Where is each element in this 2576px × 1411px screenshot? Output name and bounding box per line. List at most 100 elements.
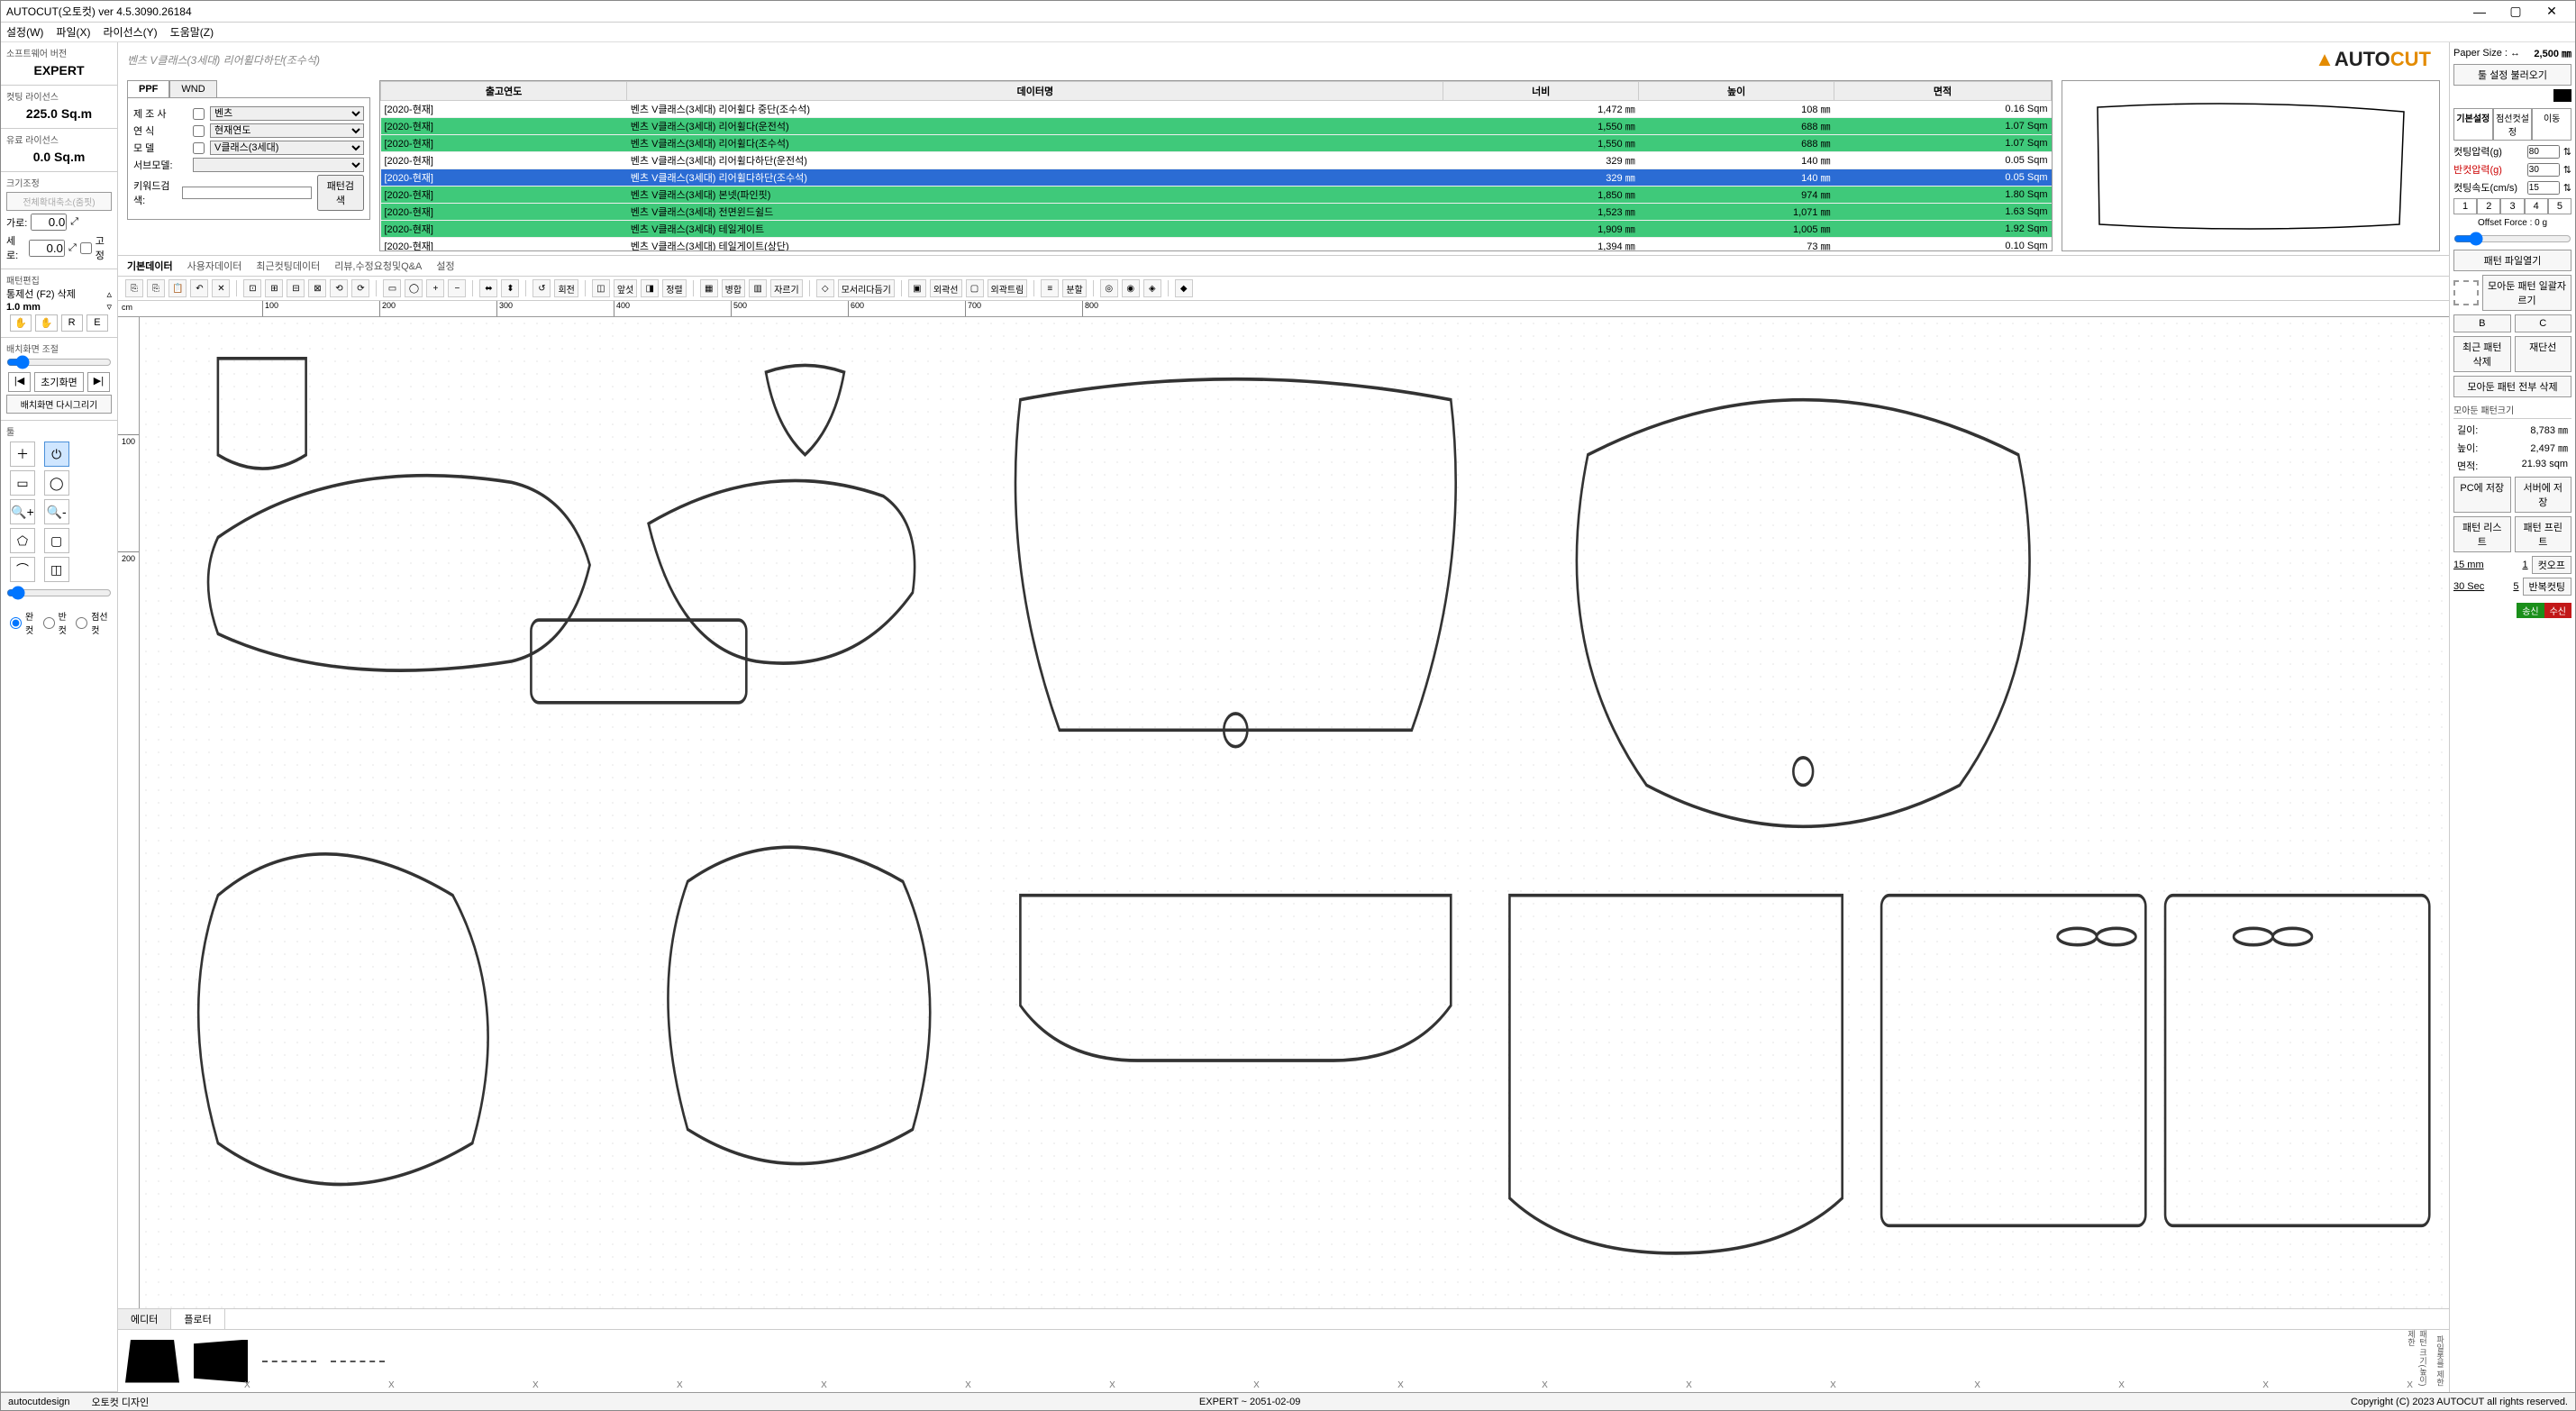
toolbar-button[interactable]: ⊟	[287, 279, 305, 297]
pattern-print-button[interactable]: 패턴 프린트	[2515, 516, 2572, 552]
preset-5[interactable]: 5	[2548, 198, 2571, 214]
btn-b[interactable]: B	[2453, 314, 2511, 332]
subtab[interactable]: 기본데이터	[127, 256, 173, 276]
pattern-list-button[interactable]: 패턴 리스트	[2453, 516, 2511, 552]
toolbar-button[interactable]: ≡	[1041, 279, 1059, 297]
toolbar-button[interactable]: 자르기	[770, 279, 803, 297]
subtab[interactable]: 최근컷팅데이터	[256, 256, 320, 276]
tool-split-icon[interactable]: ◫	[44, 557, 69, 582]
table-row[interactable]: [2020-현재]벤츠 V클래스(3세대) 리어휠다(조수석)1,550 ㎜68…	[381, 135, 2052, 152]
table-row[interactable]: [2020-현재]벤츠 V클래스(3세대) 테일게이트(상단)1,394 ㎜73…	[381, 238, 2052, 252]
force-input[interactable]	[2527, 145, 2560, 159]
layout-slider[interactable]	[6, 355, 112, 369]
toolbar-button[interactable]: −	[448, 279, 466, 297]
toolbar-button[interactable]: 회전	[554, 279, 578, 297]
editor-canvas[interactable]	[140, 317, 2449, 1308]
zoom-fit-button[interactable]: 전체확대축소(줌핏)	[6, 192, 112, 211]
toolbar-button[interactable]: ⟲	[330, 279, 348, 297]
stepper-icon[interactable]: ⇅	[2563, 182, 2571, 194]
tool-cross-icon[interactable]: ＋	[10, 442, 35, 467]
speed-input[interactable]	[2527, 181, 2560, 195]
menu-file[interactable]: 파일(X)	[56, 24, 90, 40]
menu-help[interactable]: 도움말(Z)	[170, 24, 214, 40]
save-server-button[interactable]: 서버에 저장	[2515, 477, 2572, 513]
table-row[interactable]: [2020-현재]벤츠 V클래스(3세대) 리어휠다 중단(조수석)1,472 …	[381, 101, 2052, 118]
table-header[interactable]: 출고연도	[381, 82, 627, 101]
mm15-link[interactable]: 15 mm	[2453, 560, 2484, 570]
toolbar-button[interactable]: ⬍	[501, 279, 519, 297]
toolbar-button[interactable]: ⎘	[147, 279, 165, 297]
tool-arc-icon[interactable]: ⌒	[10, 557, 35, 582]
btn-c[interactable]: C	[2515, 314, 2572, 332]
toolbar-button[interactable]: ▭	[383, 279, 401, 297]
table-row[interactable]: [2020-현재]벤츠 V클래스(3세대) 리어휠다하단(조수석)329 ㎜14…	[381, 169, 2052, 187]
toolbar-button[interactable]: ▥	[749, 279, 767, 297]
toolbar-button[interactable]: ▣	[908, 279, 926, 297]
dashcut-radio[interactable]	[76, 617, 87, 629]
toolbar-button[interactable]: ⊞	[265, 279, 283, 297]
toolbar-button[interactable]: ↶	[190, 279, 208, 297]
toolbar-button[interactable]: ◎	[1100, 279, 1118, 297]
toolbar-button[interactable]: ⬌	[479, 279, 497, 297]
subtab[interactable]: 리뷰,수정요청및Q&A	[334, 256, 422, 276]
halfforce-input[interactable]	[2527, 163, 2560, 177]
toolbar-button[interactable]: ⊡	[243, 279, 261, 297]
tab-editor[interactable]: 에디터	[118, 1309, 171, 1329]
redraw-button[interactable]: 배치화면 다시그리기	[6, 395, 112, 414]
keyword-input[interactable]	[182, 187, 312, 199]
toolbar-button[interactable]: ↺	[532, 279, 551, 297]
model-select[interactable]: V클래스(3세대)	[210, 141, 364, 155]
toolbar-button[interactable]: ◨	[641, 279, 659, 297]
toolbar-button[interactable]: ▢	[966, 279, 984, 297]
up-icon[interactable]: ▵	[106, 288, 112, 300]
toolbar-button[interactable]: 외곽트림	[988, 279, 1028, 297]
submodel-select[interactable]	[193, 158, 364, 172]
one-link[interactable]: 1	[2523, 560, 2528, 570]
year-check[interactable]	[193, 125, 205, 137]
outline-button[interactable]: 재단선	[2515, 336, 2572, 372]
tab-plotter[interactable]: 플로터	[171, 1309, 224, 1329]
page-first-button[interactable]: |◀	[8, 372, 31, 392]
sec30-link[interactable]: 30 Sec	[2453, 581, 2484, 592]
drop-zone[interactable]	[2453, 280, 2479, 305]
tool-power-icon[interactable]: ⏻	[44, 442, 69, 467]
table-header[interactable]: 너비	[1443, 82, 1639, 101]
search-button[interactable]: 패턴검색	[317, 175, 364, 211]
table-header[interactable]: 면적	[1834, 82, 2052, 101]
fix-ratio-checkbox[interactable]	[80, 242, 92, 254]
subtab[interactable]: 사용자데이터	[187, 256, 242, 276]
toolbar-button[interactable]: ◯	[405, 279, 423, 297]
toolbar-button[interactable]: ◇	[816, 279, 834, 297]
tool-roundrect-icon[interactable]: ▢	[44, 528, 69, 553]
table-row[interactable]: [2020-현재]벤츠 V클래스(3세대) 본넷(파인핏)1,850 ㎜974 …	[381, 187, 2052, 204]
hand-b-button[interactable]: ✋	[35, 314, 57, 332]
delete-recent-button[interactable]: 최근 패턴 삭제	[2453, 336, 2511, 372]
toolbar-button[interactable]: ◈	[1143, 279, 1161, 297]
toolbar-button[interactable]: ✕	[212, 279, 230, 297]
data-table[interactable]: 출고연도데이터명너비높이면적 [2020-현재]벤츠 V클래스(3세대) 리어휠…	[379, 80, 2053, 251]
toolbar-button[interactable]: 모서리다듬기	[838, 279, 895, 297]
table-header[interactable]: 데이터명	[627, 82, 1443, 101]
minimize-button[interactable]: —	[2462, 5, 2498, 19]
tool-zoomin-icon[interactable]: 🔍+	[10, 499, 35, 524]
table-header[interactable]: 높이	[1639, 82, 1834, 101]
table-row[interactable]: [2020-현재]벤츠 V클래스(3세대) 리어휠다(운전석)1,550 ㎜68…	[381, 118, 2052, 135]
subtab[interactable]: 설정	[436, 256, 454, 276]
toolbar-button[interactable]: +	[426, 279, 444, 297]
toolbar-button[interactable]: ▦	[700, 279, 718, 297]
tool-circle-icon[interactable]: ◯	[44, 470, 69, 496]
r-button[interactable]: R	[61, 314, 83, 332]
tab-basic[interactable]: 기본설정	[2453, 108, 2493, 141]
hand-a-button[interactable]: ✋	[10, 314, 32, 332]
toolbar-button[interactable]: ◫	[592, 279, 610, 297]
table-row[interactable]: [2020-현재]벤츠 V클래스(3세대) 테일게이트1,909 ㎜1,005 …	[381, 221, 2052, 238]
preset-1[interactable]: 1	[2453, 198, 2477, 214]
toolbar-button[interactable]: 정렬	[662, 279, 686, 297]
height-input[interactable]	[29, 240, 65, 257]
toolbar-button[interactable]: ⎘	[125, 279, 143, 297]
offset-slider[interactable]	[2453, 232, 2571, 246]
stepper-icon[interactable]: ⇅	[2563, 146, 2571, 158]
table-row[interactable]: [2020-현재]벤츠 V클래스(3세대) 리어휠다하단(운전석)329 ㎜14…	[381, 152, 2052, 169]
tool-zoomout-icon[interactable]: 🔍-	[44, 499, 69, 524]
tool-slider[interactable]	[6, 586, 112, 600]
